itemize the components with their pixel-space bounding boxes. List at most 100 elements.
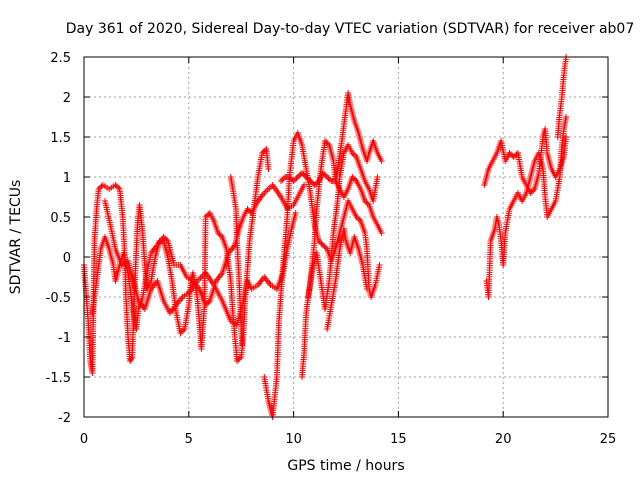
data-point	[290, 178, 297, 184]
data-point	[162, 235, 168, 242]
data-point	[321, 243, 328, 250]
data-point	[530, 187, 537, 194]
data-point	[349, 174, 356, 180]
data-point	[378, 158, 385, 164]
data-point	[350, 175, 357, 182]
data-point	[361, 198, 368, 204]
data-point	[325, 175, 332, 182]
data-point	[217, 232, 224, 239]
y-tick-label: -0.5	[46, 291, 71, 306]
data-point	[352, 176, 359, 183]
data-point	[287, 175, 294, 182]
data-point	[127, 358, 134, 364]
data-point	[323, 139, 330, 146]
data-point	[322, 172, 329, 179]
data-point	[326, 176, 333, 183]
data-point	[318, 240, 325, 247]
data-point	[245, 207, 252, 214]
y-tick-label: 1.5	[50, 131, 71, 146]
data-point	[322, 244, 329, 251]
chart-title: Day 361 of 2020, Sidereal Day-to-day VTE…	[66, 21, 635, 37]
data-point	[364, 200, 371, 207]
data-point	[215, 230, 222, 236]
data-point	[352, 152, 359, 159]
data-point	[286, 174, 293, 180]
y-tick-label: 2	[63, 91, 71, 106]
y-tick-label: 2.5	[50, 51, 71, 66]
data-point	[292, 176, 298, 183]
data-point	[324, 140, 331, 147]
data-point	[296, 172, 303, 179]
data-point	[319, 242, 326, 248]
x-tick-label: 15	[390, 432, 407, 447]
data-point	[202, 214, 209, 220]
data-point	[354, 215, 361, 222]
plot-frame	[83, 56, 609, 418]
data-point	[204, 300, 210, 307]
data-point	[113, 183, 120, 190]
x-tick-label: 0	[80, 432, 88, 447]
x-tick-label: 25	[600, 432, 617, 447]
data-point	[95, 186, 102, 192]
data-point	[239, 342, 246, 348]
data-point	[236, 355, 243, 362]
data-point	[563, 114, 570, 120]
data-point	[363, 286, 370, 292]
data-point	[307, 178, 314, 184]
data-point	[180, 327, 187, 334]
y-axis-label: SDTVAR / TECUs	[8, 180, 24, 295]
data-point	[127, 356, 134, 363]
y-tick-label: 0.5	[50, 211, 71, 226]
x-axis-label: GPS time / hours	[287, 458, 404, 474]
x-tick-label: 5	[185, 432, 193, 447]
data-point	[97, 184, 104, 191]
data-point	[350, 151, 357, 158]
data-point	[301, 182, 308, 188]
data-point	[299, 170, 305, 176]
data-point	[321, 171, 328, 178]
data-point	[115, 184, 122, 191]
x-tick-label: 20	[495, 432, 512, 447]
y-tick-label: -2	[58, 411, 71, 426]
data-point	[128, 355, 135, 362]
data-point	[306, 176, 312, 183]
data-series-sdtvar	[81, 54, 570, 420]
data-point	[204, 212, 210, 219]
data-point	[300, 171, 307, 178]
data-point	[376, 262, 383, 268]
data-point	[112, 182, 119, 188]
data-point	[205, 299, 212, 306]
data-point	[278, 178, 284, 184]
y-tick-label: 1	[63, 171, 71, 186]
data-point	[324, 174, 331, 180]
data-point	[356, 216, 363, 223]
data-point	[317, 239, 324, 246]
data-point	[202, 302, 209, 308]
y-axis-ticks: -2 -1.5 -1 -0.5 0 0.5 1 1.5 2 2.5	[46, 51, 608, 426]
data-point	[349, 150, 356, 156]
data-point	[322, 138, 328, 144]
data-point	[265, 166, 272, 172]
data-point	[279, 176, 286, 183]
data-point	[178, 328, 185, 335]
data-point	[177, 330, 184, 336]
data-point	[527, 190, 534, 196]
data-point	[308, 179, 315, 186]
data-point	[234, 358, 240, 364]
data-point	[244, 206, 251, 212]
data-point	[563, 134, 570, 140]
data-point	[301, 172, 308, 179]
data-point	[293, 175, 300, 182]
data-point	[216, 231, 223, 238]
data-point	[235, 356, 242, 363]
data-point	[304, 175, 311, 182]
data-point	[294, 174, 301, 180]
data-point	[303, 174, 310, 180]
data-point	[363, 199, 370, 206]
y-tick-label: 0	[63, 251, 71, 266]
data-point	[280, 175, 287, 182]
x-tick-label: 10	[285, 432, 302, 447]
y-tick-label: -1.5	[46, 371, 71, 386]
data-point	[353, 214, 360, 220]
